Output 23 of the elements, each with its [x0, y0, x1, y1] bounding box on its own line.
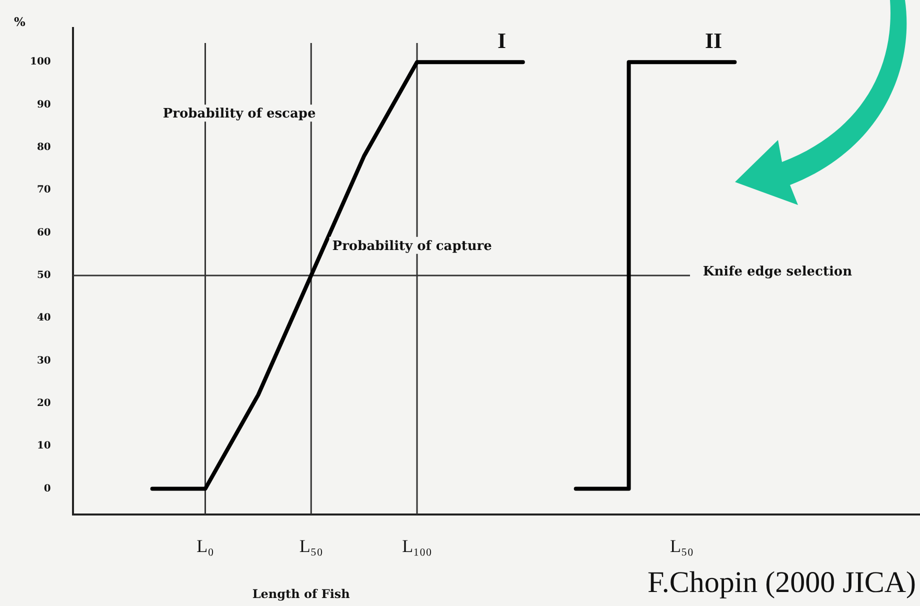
x-tick-label: L₀	[196, 536, 214, 556]
y-tick-label: 100	[30, 56, 51, 68]
y-tick-label: 20	[36, 398, 51, 410]
x-axis-title: Length of Fish	[252, 587, 350, 601]
series-label: I	[497, 28, 506, 54]
y-tick-label: 70	[36, 184, 51, 196]
y-tick-label: 90	[36, 99, 51, 110]
y-tick-label: 30	[36, 355, 51, 366]
annotation: Knife edge selection	[702, 264, 853, 280]
y-tick-label: 50	[36, 270, 51, 282]
y-axis-title: %	[14, 15, 26, 29]
annotation: Probability of capture	[332, 238, 492, 254]
y-tick-label: 10	[36, 440, 51, 452]
y-tick-label: 40	[36, 312, 51, 324]
y-tick-label: 60	[36, 227, 51, 238]
annotation: Probability of escape	[162, 106, 316, 122]
x-tick-label: L₁₀₀	[402, 536, 432, 556]
series-label: II	[704, 28, 722, 54]
x-tick-label: L₅₀	[670, 536, 694, 556]
x-tick-label: L₅₀	[299, 536, 323, 556]
y-tick-label: 80	[36, 142, 51, 154]
text: F.Chopin (2000 JICA)	[648, 566, 916, 600]
y-tick-label: 0	[44, 483, 51, 494]
